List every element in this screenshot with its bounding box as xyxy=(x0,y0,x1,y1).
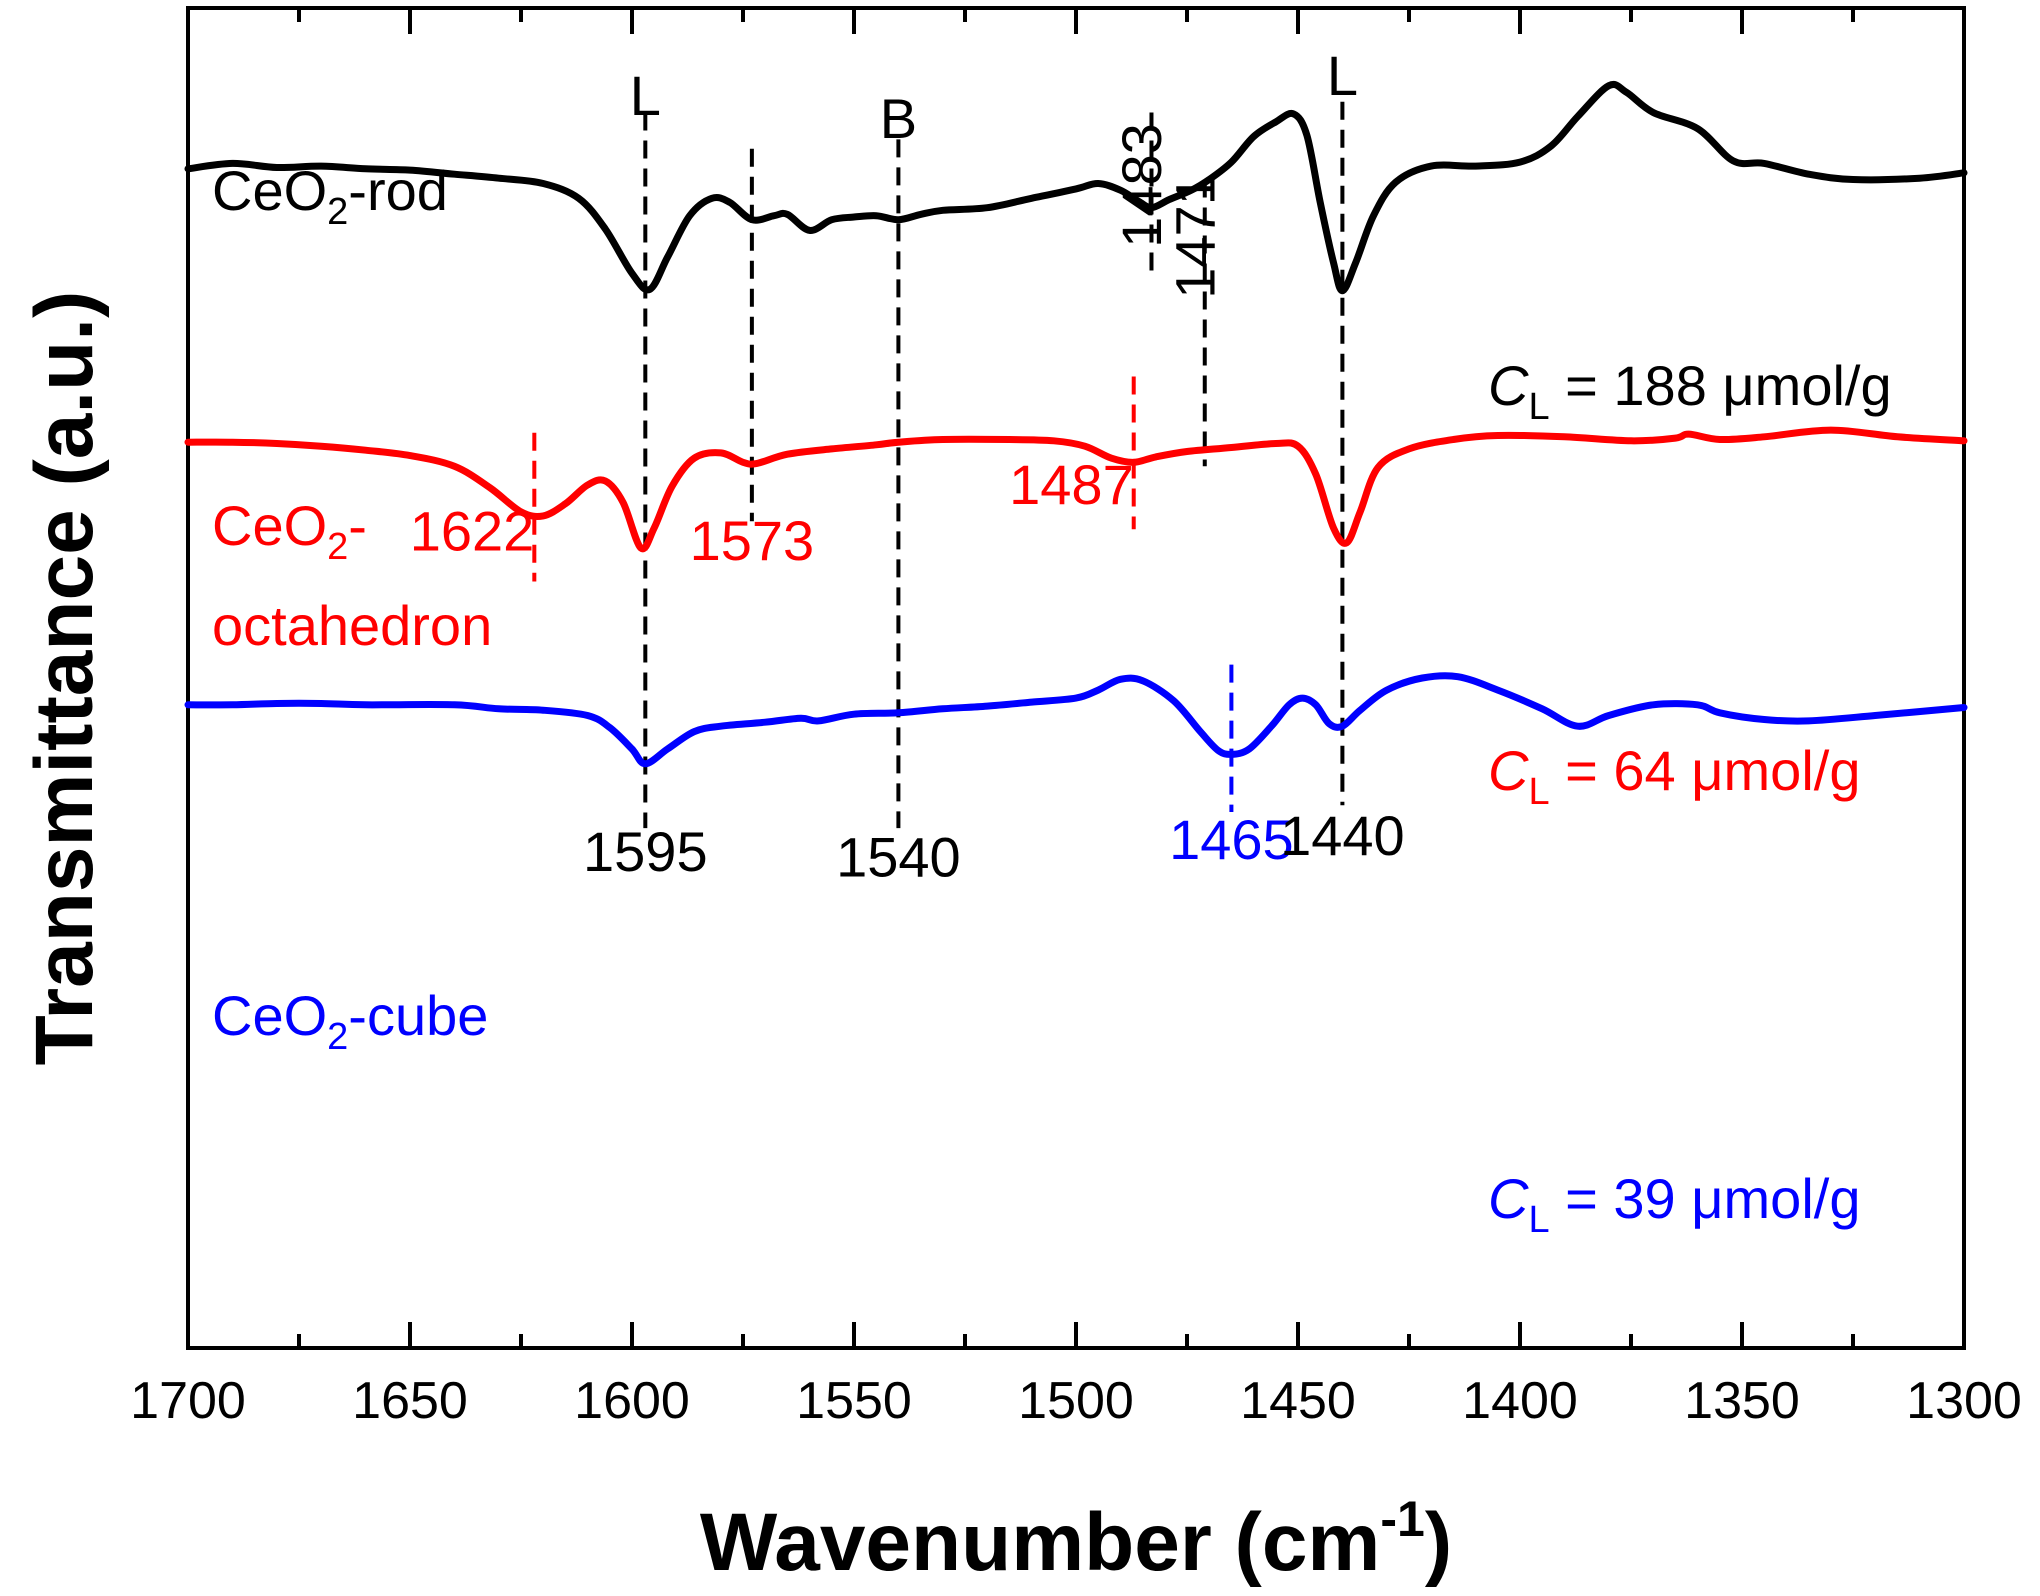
peak-annotation-1483-1484: 1483 xyxy=(1110,123,1173,248)
x-axis-label-end: ) xyxy=(1425,1497,1452,1588)
y-axis-label: Transmittance (a.u.) xyxy=(19,291,110,1066)
series-label-rod: CeO2-rod xyxy=(212,159,448,233)
cl-label-rod: CL = 188 μmol/g xyxy=(1488,354,1892,428)
peak-annotation-1595-1597: 1595 xyxy=(583,820,708,883)
cl-label-value: = 188 μmol/g xyxy=(1550,354,1892,417)
cl-label-octahedron: CL = 64 μmol/g xyxy=(1488,739,1860,813)
x-tick-label-1700: 1700 xyxy=(130,1372,246,1430)
cl-label-subscript: L xyxy=(1528,771,1549,813)
peak-markers xyxy=(532,101,1345,829)
peak-annotation-L-1597: L xyxy=(630,64,661,127)
x-tick-label-1400: 1400 xyxy=(1462,1372,1578,1430)
series-label-subscript: 2 xyxy=(327,526,348,568)
series-label-text: CeO xyxy=(212,159,327,222)
cl-label-value: = 39 μmol/g xyxy=(1550,1167,1861,1230)
x-tick-label-1350: 1350 xyxy=(1684,1372,1800,1430)
series-line-cube xyxy=(184,672,1968,768)
cl-label-cube: CL = 39 μmol/g xyxy=(1488,1167,1860,1241)
plot-area-frame xyxy=(186,6,1966,1350)
series-label-text: - xyxy=(348,494,367,557)
peak-annotation-1465-1465: 1465 xyxy=(1169,808,1294,871)
x-tick-label-1500: 1500 xyxy=(1018,1372,1134,1430)
x-tick-label-1450: 1450 xyxy=(1240,1372,1356,1430)
peak-annotation-1622-1622: 1622 xyxy=(410,500,535,563)
x-axis-tick-labels: 1700 1650 1600 1550 1500 1450 1400 1350 1300 xyxy=(130,1372,2022,1430)
peak-annotation-1573-1573: 1573 xyxy=(690,509,815,572)
cl-label-value: = 64 μmol/g xyxy=(1550,739,1861,802)
series-line-octahedron xyxy=(184,426,1968,553)
series-label-octahedron: CeO2- xyxy=(212,494,367,568)
x-tick-label-1550: 1550 xyxy=(796,1372,912,1430)
peak-annotation-1540-1540: 1540 xyxy=(836,825,961,888)
series-label-text: -rod xyxy=(348,159,448,222)
series-label-text: -cube xyxy=(348,984,488,1047)
series-label-subscript: 2 xyxy=(327,1016,348,1058)
peak-annotation-1440-1440: 1440 xyxy=(1280,804,1405,867)
peak-annotation-L-1440: L xyxy=(1327,44,1358,107)
series-label-octahedron-line2: octahedron xyxy=(212,594,492,657)
x-axis-label: Wavenumber (cm-1) xyxy=(700,1491,1452,1588)
spectra-series xyxy=(184,80,1968,768)
series-label-text: CeO xyxy=(212,494,327,557)
peak-annotation-B-1540: B xyxy=(880,87,917,150)
cl-label-subscript: L xyxy=(1528,1199,1549,1241)
peak-annotation-1471-1472: 1471 xyxy=(1163,174,1226,299)
cl-label-symbol: C xyxy=(1488,739,1529,802)
x-tick-label-1650: 1650 xyxy=(352,1372,468,1430)
x-axis-ticks xyxy=(186,8,1966,1348)
peak-annotation-1487-1487: 1487 xyxy=(1009,453,1134,516)
x-axis-label-sup: -1 xyxy=(1380,1491,1424,1547)
series-line-rod xyxy=(184,80,1968,295)
x-tick-label-1300: 1300 xyxy=(1906,1372,2022,1430)
x-axis-label-main: Wavenumber (cm xyxy=(700,1497,1380,1588)
cl-label-symbol: C xyxy=(1488,354,1529,417)
cl-label-symbol: C xyxy=(1488,1167,1529,1230)
series-label-cube: CeO2-cube xyxy=(212,984,488,1058)
lewis-acid-labels: CL = 188 μmol/gCL = 64 μmol/gCL = 39 μmo… xyxy=(1488,354,1892,1241)
series-label-subscript: 2 xyxy=(327,191,348,233)
x-tick-label-1600: 1600 xyxy=(574,1372,690,1430)
series-label-text: CeO xyxy=(212,984,327,1047)
cl-label-subscript: L xyxy=(1528,386,1549,428)
